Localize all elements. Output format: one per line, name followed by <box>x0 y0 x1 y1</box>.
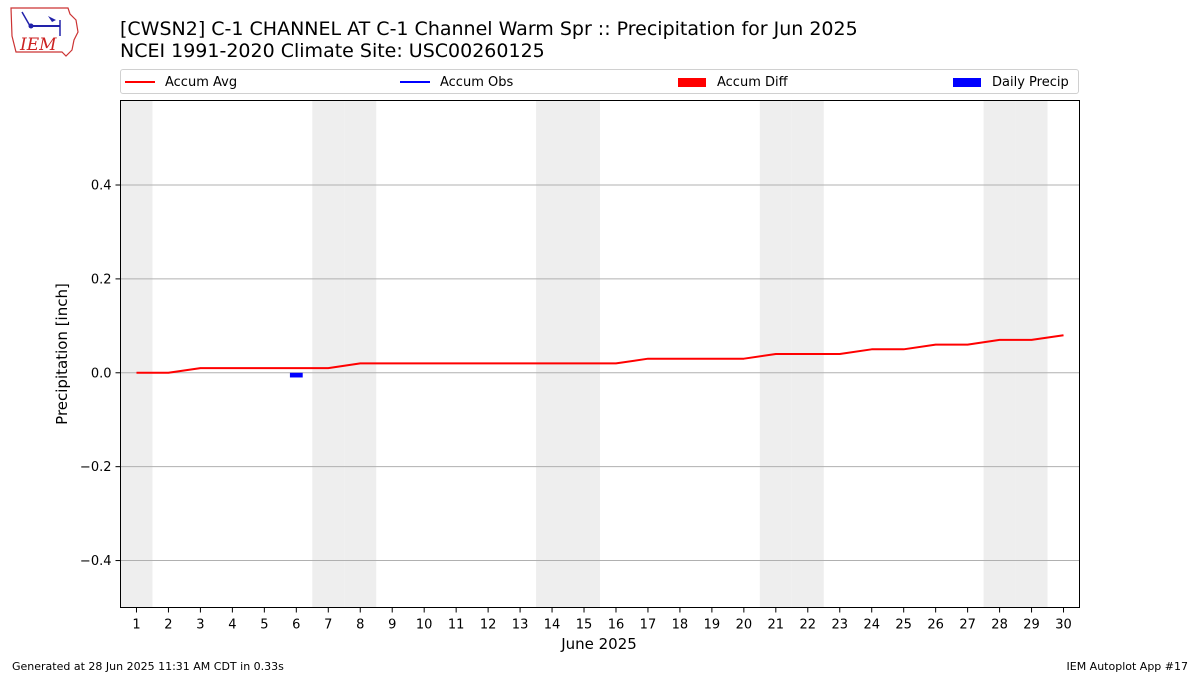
x-tick-label: 4 <box>228 618 236 633</box>
plot-frame <box>120 100 1080 608</box>
weekend-shade-29 <box>1015 100 1048 608</box>
x-tick-label: 16 <box>608 618 625 633</box>
legend-label-daily-precip: Daily Precip <box>992 74 1069 90</box>
x-tick-label: 27 <box>959 618 976 633</box>
daily-precip-bar-day-6 <box>289 372 303 378</box>
x-tick-label: 1 <box>132 618 140 633</box>
x-tick-label: 19 <box>704 618 721 633</box>
y-gridlines <box>120 184 1080 562</box>
x-tick-label: 20 <box>736 618 753 633</box>
autoplot-app-label: IEM Autoplot App #17 <box>1066 660 1189 673</box>
x-tick-label: 11 <box>448 618 465 633</box>
x-tick-label: 21 <box>768 618 785 633</box>
y-tick-label: 0.2 <box>91 272 112 287</box>
x-tick-label: 12 <box>480 618 497 633</box>
x-tick-label: 29 <box>1023 618 1040 633</box>
x-tick-label: 7 <box>324 618 332 633</box>
y-tick-label: −0.4 <box>80 554 112 569</box>
x-tick-label: 15 <box>576 618 593 633</box>
svg-text:IEM: IEM <box>19 35 57 55</box>
legend-label-accum-avg: Accum Avg <box>165 74 238 90</box>
y-tick-label: −0.2 <box>80 460 112 475</box>
x-tick-label: 2 <box>164 618 172 633</box>
x-tick-label: 3 <box>196 618 204 633</box>
weekend-shading <box>120 100 1048 608</box>
legend-label-accum-diff: Accum Diff <box>717 74 788 90</box>
legend-swatch-accum-diff <box>678 77 706 87</box>
weekend-shade-28 <box>983 100 1016 608</box>
legend-item-accum-avg: Accum Avg <box>125 74 237 90</box>
chart-legend: Accum Avg Accum Obs Accum Diff Daily Pre… <box>120 69 1079 94</box>
iem-logo: IEM <box>8 6 80 62</box>
weekend-shade-1 <box>120 100 153 608</box>
accum-avg-series <box>136 334 1064 374</box>
x-tick-label: 28 <box>991 618 1008 633</box>
x-tick-label: 6 <box>292 618 300 633</box>
y-tick-label: 0.4 <box>91 179 112 194</box>
x-tick-label: 26 <box>927 618 944 633</box>
legend-item-accum-diff: Accum Diff <box>678 74 788 90</box>
legend-swatch-accum-avg <box>125 81 155 83</box>
x-tick-label: 13 <box>512 618 529 633</box>
x-tick-label: 30 <box>1055 618 1072 633</box>
x-tick-label: 14 <box>544 618 561 633</box>
x-tick-label: 9 <box>388 618 396 633</box>
weekend-shade-7 <box>312 100 345 608</box>
chart-title: [CWSN2] C-1 CHANNEL AT C-1 Channel Warm … <box>120 18 858 40</box>
y-tick-label: 0.0 <box>91 366 112 381</box>
x-tick-label: 17 <box>640 618 657 633</box>
legend-swatch-daily-precip <box>953 77 981 87</box>
weekend-shade-14 <box>536 100 569 608</box>
weekend-shade-8 <box>344 100 377 608</box>
x-tick-label: 23 <box>831 618 848 633</box>
x-tick-label: 8 <box>356 618 364 633</box>
legend-item-accum-obs: Accum Obs <box>400 74 513 90</box>
x-tick-label: 25 <box>895 618 912 633</box>
weekend-shade-15 <box>568 100 600 608</box>
x-tick-label: 24 <box>863 618 880 633</box>
legend-label-accum-obs: Accum Obs <box>440 74 514 90</box>
y-axis-ticks: −0.4 −0.2 0.0 0.2 0.4 <box>80 179 121 569</box>
legend-item-daily-precip: Daily Precip <box>953 74 1069 90</box>
x-tick-label: 22 <box>800 618 817 633</box>
generated-timestamp: Generated at 28 Jun 2025 11:31 AM CDT in… <box>12 660 284 673</box>
daily-precip-bars <box>289 372 303 378</box>
y-axis-label: Precipitation [inch] <box>53 283 71 425</box>
x-axis-ticks: 1 2 3 4 5 6 7 8 9 10 11 12 13 14 15 16 17 18 19 20 21 22 23 24 2… <box>132 607 1072 633</box>
x-tick-label: 18 <box>672 618 689 633</box>
x-tick-label: 5 <box>260 618 268 633</box>
chart-subtitle: NCEI 1991-2020 Climate Site: USC00260125 <box>120 40 545 62</box>
x-axis-label: June 2025 <box>560 635 637 653</box>
accum-avg-line <box>136 334 1064 374</box>
x-tick-label: 10 <box>416 618 433 633</box>
legend-swatch-accum-obs <box>400 81 430 83</box>
